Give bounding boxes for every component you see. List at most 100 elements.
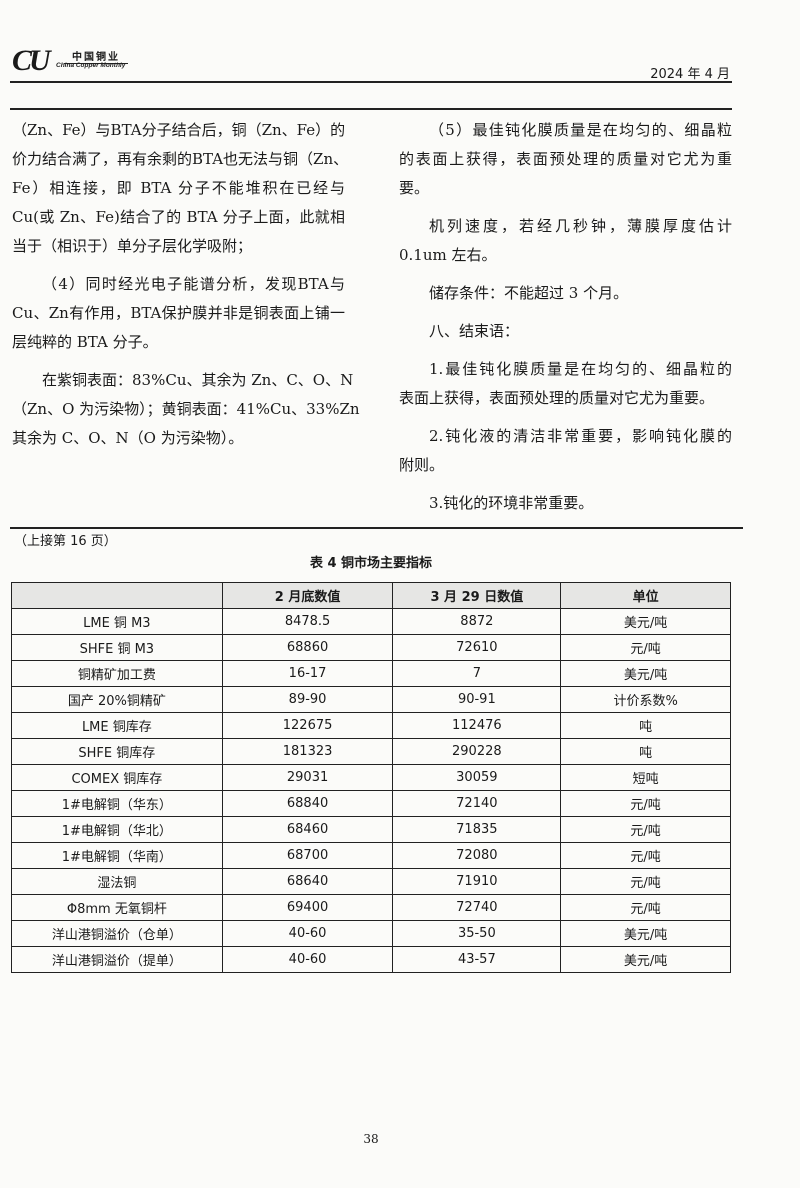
mar29-value-cell: 71910 (392, 868, 562, 895)
feb-value-cell: 181323 (221, 738, 394, 765)
text-line: 附则。 (399, 456, 445, 474)
feb-value-cell: 40-60 (221, 920, 394, 947)
indicator-cell: 湿法铜 (11, 868, 223, 895)
header-cell (11, 582, 223, 609)
mar29-value-cell: 72610 (392, 634, 562, 661)
feb-value-cell: 68840 (221, 790, 394, 817)
text-line: 机列速度，若经几秒钟，薄膜厚度估计 (429, 217, 732, 235)
table-row: 洋山港铜溢价（仓单） 40-60 35-50 美元/吨 (11, 920, 731, 947)
table-header-row: 2 月底数值 3 月 29 日数值 单位 (11, 582, 731, 609)
indicator-cell: 1#电解铜（华南） (11, 842, 223, 869)
unit-cell: 元/吨 (560, 790, 731, 817)
unit-cell: 美元/吨 (560, 660, 731, 687)
text-line: 0.1um 左右。 (399, 246, 497, 264)
table-row: Φ8mm 无氧铜杆 69400 72740 元/吨 (11, 894, 731, 921)
feb-value-cell: 40-60 (221, 946, 394, 973)
indicator-cell: LME 铜 M3 (11, 608, 223, 635)
table-row: 1#电解铜（华北） 68460 71835 元/吨 (11, 816, 731, 843)
table-row: 1#电解铜（华东） 68840 72140 元/吨 (11, 790, 731, 817)
text-line: 要。 (399, 179, 430, 197)
continued-note: （上接第 16 页） (14, 534, 117, 549)
table-title: 表 4 铜市场主要指标 (309, 556, 433, 571)
text-line: （4）同时经光电子能谱分析，发现BTA与 (42, 275, 345, 293)
paragraph: （4）同时经光电子能谱分析，发现BTA与 Cu、Zn有作用，BTA保护膜并非是铜表… (12, 270, 345, 357)
header-rule-2 (10, 108, 732, 110)
indicator-cell: COMEX 铜库存 (11, 764, 223, 791)
text-line: 层纯粹的 BTA 分子。 (12, 333, 158, 351)
paragraph: （Zn、Fe）与BTA分子结合后，铜（Zn、Fe）的 价力结合满了，再有余剩的BT… (12, 116, 349, 261)
header-cell: 单位 (560, 582, 731, 609)
text-line: （Zn、O 为污染物）；黄铜表面：41%Cu、33%Zn (12, 400, 360, 418)
table-row: LME 铜 M3 8478.5 8872 美元/吨 (11, 608, 731, 635)
unit-cell: 美元/吨 (560, 946, 731, 973)
unit-cell: 元/吨 (560, 842, 731, 869)
mar29-value-cell: 35-50 (392, 920, 562, 947)
paragraph: 机列速度，若经几秒钟，薄膜厚度估计 0.1um 左右。 (399, 212, 732, 270)
paragraph: 储存条件：不能超过 3 个月。 (399, 279, 732, 308)
table-row: 洋山港铜溢价（提单） 40-60 43-57 美元/吨 (11, 946, 731, 973)
text-line: 储存条件：不能超过 3 个月。 (429, 284, 629, 302)
indicator-cell: 1#电解铜（华北） (11, 816, 223, 843)
table-row: SHFE 铜 M3 68860 72610 元/吨 (11, 634, 731, 661)
text-line: 八、结束语： (429, 322, 520, 340)
feb-value-cell: 68700 (221, 842, 394, 869)
mar29-value-cell: 43-57 (392, 946, 562, 973)
indicator-cell: SHFE 铜 M3 (11, 634, 223, 661)
indicator-cell: Φ8mm 无氧铜杆 (11, 894, 223, 921)
text-line: Fe）相连接，即 BTA 分子不能堆积在已经与 (12, 179, 345, 197)
feb-value-cell: 68860 (221, 634, 394, 661)
table-row: 1#电解铜（华南） 68700 72080 元/吨 (11, 842, 731, 869)
text-line: 当于（相识于）单分子层化学吸附； (12, 237, 253, 255)
unit-cell: 美元/吨 (560, 920, 731, 947)
logo-mark: CU (12, 44, 51, 77)
mar29-value-cell: 8872 (392, 608, 562, 635)
table-row: 国产 20%铜精矿 89-90 90-91 计价系数% (11, 686, 731, 713)
header-cell: 3 月 29 日数值 (392, 582, 562, 609)
table-row: COMEX 铜库存 29031 30059 短吨 (11, 764, 731, 791)
left-column: （Zn、Fe）与BTA分子结合后，铜（Zn、Fe）的 价力结合满了，再有余剩的BT… (12, 116, 360, 462)
paragraph: （5）最佳钝化膜质量是在均匀的、细晶粒的表面上获得，表面预处理的质量对它尤为重要… (399, 116, 732, 203)
indicator-cell: SHFE 铜库存 (11, 738, 223, 765)
paragraph: 八、结束语： (399, 317, 732, 346)
mar29-value-cell: 7 (392, 660, 562, 687)
indicator-cell: 1#电解铜（华东） (11, 790, 223, 817)
copper-market-table: 2 月底数值 3 月 29 日数值 单位 LME 铜 M3 8478.5 8872 美… (11, 582, 731, 973)
unit-cell: 元/吨 (560, 868, 731, 895)
issue-date: 2024 年 4 月 (650, 67, 730, 82)
table-row: 湿法铜 68640 71910 元/吨 (11, 868, 731, 895)
paragraph: 2.钝化液的清洁非常重要，影响钝化膜的附则。 (399, 422, 732, 480)
feb-value-cell: 29031 (221, 764, 394, 791)
mar29-value-cell: 72140 (392, 790, 562, 817)
text-line: 1.最佳钝化膜质量是在均匀的、细晶粒的 (429, 360, 732, 378)
feb-value-cell: 8478.5 (221, 608, 394, 635)
text-line: 2.钝化液的清洁非常重要，影响钝化膜的 (429, 427, 732, 445)
feb-value-cell: 68640 (221, 868, 394, 895)
section-rule (10, 527, 743, 529)
mar29-value-cell: 72080 (392, 842, 562, 869)
header-cell: 2 月底数值 (221, 582, 394, 609)
text-line: 其余为 C、O、N（O 为污染物）。 (12, 429, 244, 447)
unit-cell: 短吨 (560, 764, 731, 791)
text-line: （5）最佳钝化膜质量是在均匀的、细晶粒 (429, 121, 732, 139)
logo-english: China Copper Monthly (56, 62, 126, 69)
page-number: 38 (363, 1132, 379, 1146)
text-line: 价力结合满了，再有余剩的BTA也无法与铜（Zn、 (12, 150, 349, 168)
unit-cell: 元/吨 (560, 634, 731, 661)
text-line: （Zn、Fe）与BTA分子结合后，铜（Zn、Fe）的 (12, 121, 346, 139)
mar29-value-cell: 290228 (392, 738, 562, 765)
text-line: Cu(或 Zn、Fe)结合了的 BTA 分子上面，此就相 (12, 208, 345, 226)
feb-value-cell: 122675 (221, 712, 394, 739)
indicator-cell: 铜精矿加工费 (11, 660, 223, 687)
unit-cell: 元/吨 (560, 894, 731, 921)
logo-chinese: 中国铜业 (64, 48, 128, 64)
unit-cell: 美元/吨 (560, 608, 731, 635)
table-row: LME 铜库存 122675 112476 吨 (11, 712, 731, 739)
table-row: SHFE 铜库存 181323 290228 吨 (11, 738, 731, 765)
feb-value-cell: 68460 (221, 816, 394, 843)
feb-value-cell: 69400 (221, 894, 394, 921)
mar29-value-cell: 72740 (392, 894, 562, 921)
unit-cell: 吨 (560, 738, 731, 765)
text-line: 的表面上获得，表面预处理的质量对它尤为重 (399, 150, 732, 168)
text-line: Cu、Zn有作用，BTA保护膜并非是铜表面上铺一 (12, 304, 345, 322)
paragraph: 在紫铜表面：83%Cu、其余为 Zn、C、O、N （Zn、O 为污染物）；黄铜表面… (12, 366, 360, 453)
